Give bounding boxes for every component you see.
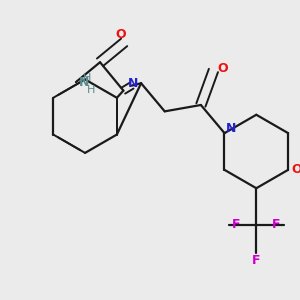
Text: O: O (218, 62, 228, 75)
Text: F: F (272, 218, 280, 232)
Text: F: F (252, 254, 261, 267)
Text: N: N (79, 76, 89, 88)
Text: F: F (232, 218, 241, 232)
Text: O: O (292, 164, 300, 176)
Text: H: H (87, 85, 96, 95)
Text: O: O (115, 28, 126, 41)
Text: H: H (83, 73, 92, 83)
Text: N: N (128, 77, 139, 90)
Text: N: N (226, 122, 236, 135)
